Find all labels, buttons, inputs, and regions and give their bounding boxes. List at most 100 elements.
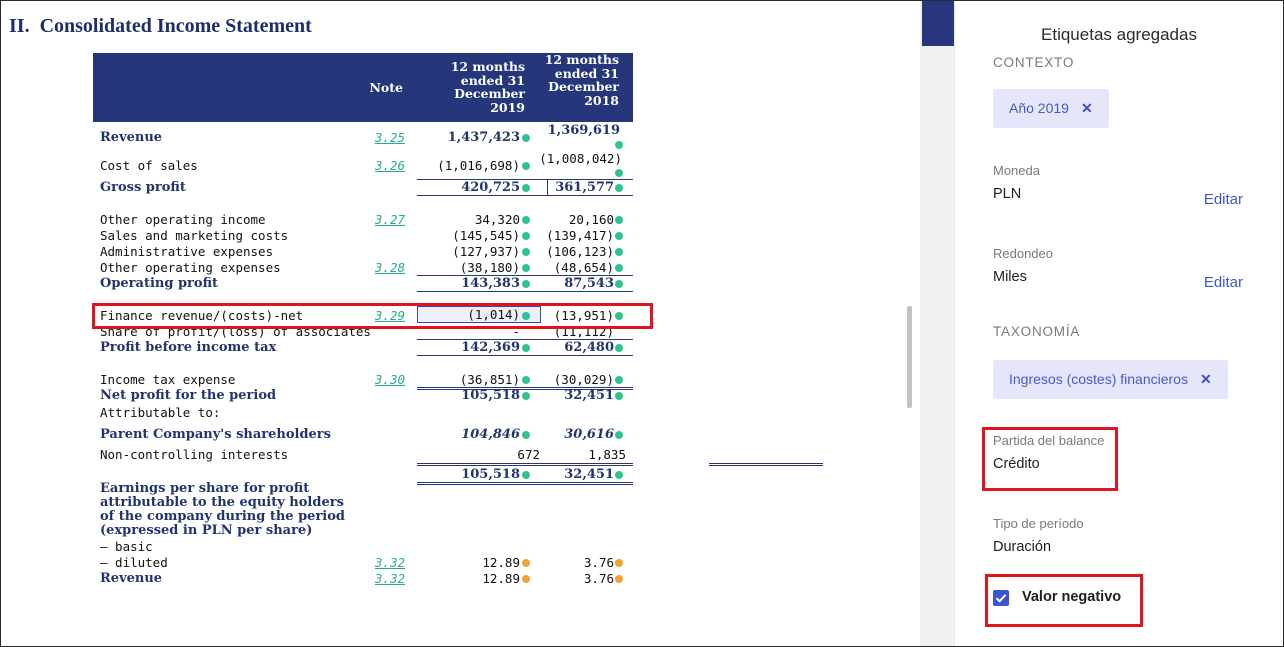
divider <box>417 465 633 466</box>
value-2019[interactable]: 420,725 <box>461 180 520 195</box>
value-2019[interactable]: 12.89 <box>482 571 520 586</box>
value-2018[interactable]: (106,123) <box>546 244 614 259</box>
value-2018[interactable]: 1,835 <box>588 447 626 462</box>
divider <box>417 355 633 356</box>
row-label[interactable]: Revenue <box>100 571 163 586</box>
value-2019[interactable]: 34,320 <box>474 212 520 227</box>
value-2019[interactable]: (1,014) <box>467 307 520 322</box>
header-2019: 12 months ended 31 December 2019 <box>450 59 525 115</box>
status-dot-icon <box>522 216 530 224</box>
contexto-chip[interactable]: Año 2019 ✕ <box>993 89 1109 128</box>
row-label[interactable]: – diluted <box>100 555 168 570</box>
periodo-label: Tipo de período <box>993 516 1084 531</box>
note-link[interactable]: 3.26 <box>374 158 405 173</box>
valor-negativo-label[interactable]: Valor negativo <box>1022 589 1122 605</box>
status-dot-icon <box>615 344 623 352</box>
selected-cell[interactable] <box>417 306 541 323</box>
panel-gutter-accent <box>922 1 954 46</box>
row-label[interactable]: Revenue <box>100 130 163 145</box>
panel-title: Etiquetas agregadas <box>1041 25 1197 44</box>
note-link[interactable]: 3.25 <box>374 130 405 145</box>
status-dot-icon <box>522 162 530 170</box>
taxonomia-chip[interactable]: Ingresos (costes) financieros ✕ <box>993 360 1228 399</box>
row-label[interactable]: Operating profit <box>100 276 219 291</box>
close-icon[interactable]: ✕ <box>1080 100 1093 116</box>
value-2019[interactable]: 105,518 <box>461 388 520 403</box>
value-2018[interactable]: 3.76 <box>583 571 614 586</box>
row-label[interactable]: Gross profit <box>100 180 186 195</box>
row-label[interactable]: Income tax expense <box>100 372 236 387</box>
value-2019[interactable]: (36,851) <box>459 372 520 387</box>
row-label[interactable]: Earnings per share for profit attributab… <box>100 481 345 538</box>
value-2018[interactable]: (13,951) <box>553 308 614 323</box>
value-2018[interactable]: (1,008,042) <box>539 151 622 166</box>
row-label[interactable]: Sales and marketing costs <box>100 228 289 243</box>
checkmark-icon <box>995 594 1007 603</box>
note-link[interactable]: 3.32 <box>374 555 405 570</box>
value-2019[interactable]: 12.89 <box>482 555 520 570</box>
header-note: Note <box>369 80 404 95</box>
value-2018[interactable]: 1,369,619 <box>547 123 620 138</box>
highlight-partida <box>982 427 1118 491</box>
value-2018[interactable]: 30,616 <box>564 427 614 442</box>
value-2019[interactable]: (127,937) <box>452 244 520 259</box>
row-label[interactable]: Parent Company's shareholders <box>100 427 331 442</box>
status-dot-icon <box>522 376 530 384</box>
status-dot-icon <box>615 392 623 400</box>
value-2019[interactable]: - <box>512 329 520 339</box>
close-icon[interactable]: ✕ <box>1199 371 1212 387</box>
value-2019[interactable]: (145,545) <box>452 228 520 243</box>
value-2019[interactable]: 105,518 <box>461 467 520 482</box>
status-dot-icon <box>615 248 623 256</box>
row-label[interactable]: Non-controlling interests <box>100 447 289 462</box>
scrollbar-thumb[interactable] <box>907 306 912 408</box>
status-dot-icon <box>615 575 623 583</box>
note-link[interactable]: 3.32 <box>374 571 405 586</box>
value-2018[interactable]: 87,543 <box>564 276 614 291</box>
table-header: Note 12 months ended 31 December 2019 12… <box>93 53 633 122</box>
note-link[interactable]: 3.29 <box>374 308 405 323</box>
valor-negativo-checkbox[interactable] <box>993 590 1009 606</box>
value-2019[interactable]: 143,383 <box>461 276 520 291</box>
edit-redondeo-button[interactable]: Editar <box>1203 274 1243 291</box>
row-label[interactable]: Other operating expenses <box>100 260 281 275</box>
divider <box>417 389 633 390</box>
value-2018[interactable]: 20,160 <box>568 212 614 227</box>
value-2018[interactable]: 3.76 <box>583 555 614 570</box>
status-dot-icon <box>522 312 530 320</box>
value-2018[interactable]: 32,451 <box>564 388 614 403</box>
note-link[interactable]: 3.30 <box>374 372 405 387</box>
value-2018[interactable]: (139,417) <box>546 228 614 243</box>
contexto-label: CONTEXTO <box>993 55 1075 70</box>
value-2018[interactable]: 361,577 <box>555 180 614 195</box>
status-dot-icon <box>522 134 530 142</box>
row-label[interactable]: Other operating income <box>100 212 266 227</box>
row-label[interactable]: – basic <box>100 539 153 554</box>
row-label[interactable]: Share of profit/(loss) of associates <box>100 329 371 339</box>
value-2019[interactable]: 1,437,423 <box>447 130 520 145</box>
row-label[interactable]: Finance revenue/(costs)-net <box>100 308 304 323</box>
value-2018[interactable]: (11,112) <box>553 329 614 339</box>
value-2018[interactable]: 32,451 <box>564 467 614 482</box>
panel-gutter <box>920 1 954 646</box>
value-2019[interactable]: 104,846 <box>461 427 520 442</box>
note-link[interactable]: 3.28 <box>374 260 405 275</box>
redondeo-label: Redondeo <box>993 246 1053 261</box>
value-2018[interactable]: (30,029) <box>553 372 614 387</box>
value-2018[interactable]: 62,480 <box>564 340 614 355</box>
note-link[interactable]: 3.27 <box>374 212 405 227</box>
row-label[interactable]: Net profit for the period <box>100 388 277 403</box>
value-2018[interactable]: (48,654) <box>553 260 614 275</box>
section-number: II. <box>9 15 30 37</box>
document-viewer[interactable]: II. Consolidated Income Statement Note 12… <box>1 1 908 646</box>
value-2019[interactable]: 142,369 <box>461 340 520 355</box>
value-2019[interactable]: 672 <box>517 447 540 462</box>
row-label[interactable]: Profit before income tax <box>100 340 277 355</box>
value-2019[interactable]: (1,016,698) <box>437 158 520 173</box>
row-label[interactable]: Cost of sales <box>100 158 198 173</box>
row-label[interactable]: Administrative expenses <box>100 244 274 259</box>
value-2019[interactable]: (38,180) <box>459 260 520 275</box>
divider <box>417 482 633 483</box>
edit-moneda-button[interactable]: Editar <box>1203 191 1243 208</box>
chip-label: Año 2019 <box>1009 100 1069 116</box>
